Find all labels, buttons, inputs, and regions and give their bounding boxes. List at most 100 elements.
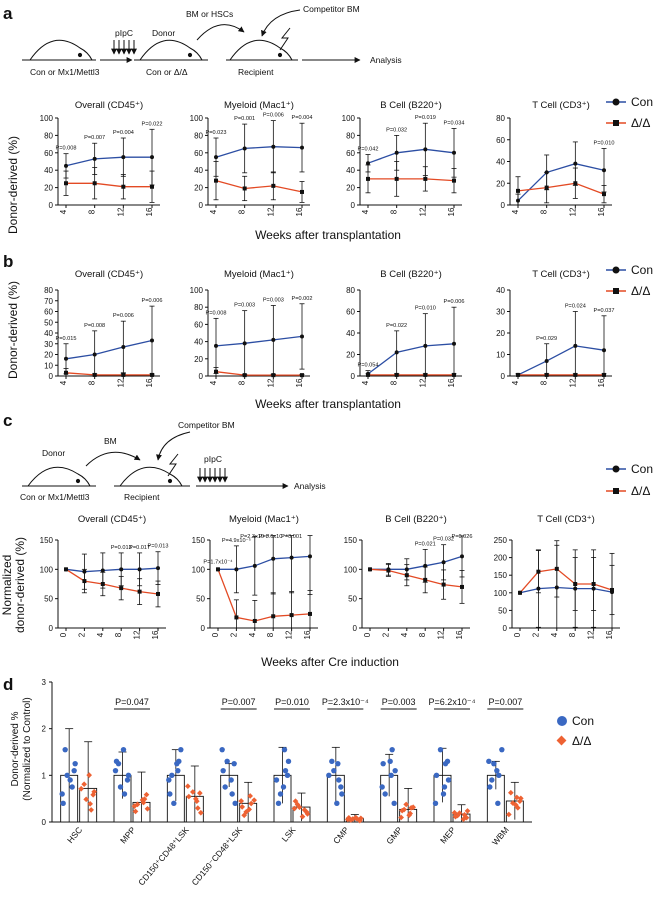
data-point-con bbox=[156, 566, 160, 571]
y-tick-label: 100 bbox=[344, 565, 358, 574]
data-point-dd bbox=[366, 176, 370, 181]
category-label: LSK bbox=[280, 825, 298, 844]
x-tick-label: 16 bbox=[447, 207, 456, 216]
chart-b-3: B Cell (B220⁺) 0 20 40 60 80 4 8 12 16 P=0.054 P=0.… bbox=[346, 269, 464, 387]
p-value: P=0.001 bbox=[234, 116, 255, 122]
data-point-dd bbox=[289, 613, 294, 618]
lightning-icon-c bbox=[167, 453, 179, 477]
y-tick-label: 80 bbox=[194, 131, 203, 140]
y-tick-label: 150 bbox=[192, 536, 206, 545]
y-tick-label: 0 bbox=[49, 624, 54, 633]
p-value: P=0.029 bbox=[536, 336, 557, 342]
p-value: P=0.004 bbox=[113, 130, 134, 136]
p-value: P=0.034 bbox=[444, 120, 465, 126]
x-tick-label: 2 bbox=[229, 632, 238, 637]
replicate-dot-dd bbox=[454, 812, 461, 819]
data-point-dd bbox=[573, 582, 578, 586]
x-tick-label: 16 bbox=[145, 207, 154, 216]
lightning-icon bbox=[279, 27, 291, 51]
x-tick-label: 8 bbox=[418, 632, 427, 637]
y-tick-label: 150 bbox=[40, 536, 54, 545]
series-line-con bbox=[519, 586, 613, 594]
x-tick-label: 0 bbox=[59, 632, 68, 637]
y-tick-label: 80 bbox=[194, 303, 203, 312]
data-point-con bbox=[394, 150, 399, 155]
data-point-dd bbox=[518, 590, 522, 595]
replicate-dot-con bbox=[59, 791, 65, 797]
p-value: P=0.003 bbox=[382, 697, 416, 707]
legend-a-dd: Δ/Δ bbox=[631, 116, 650, 130]
replicate-dot-con bbox=[62, 746, 68, 753]
x-tick-label: 12 bbox=[116, 207, 125, 216]
pipc-arrows-c bbox=[197, 468, 228, 483]
y-tick-label: 80 bbox=[346, 286, 355, 295]
series-line-con bbox=[218, 555, 311, 570]
replicate-dot-con bbox=[496, 772, 502, 779]
replicate-dot-dd bbox=[299, 813, 306, 820]
replicate-dot-con bbox=[175, 767, 181, 774]
y-tick-label: 30 bbox=[496, 308, 505, 317]
x-tick-label: 12 bbox=[266, 207, 275, 216]
y-tick-label: 10 bbox=[44, 361, 53, 370]
y-tick-label: 40 bbox=[44, 166, 53, 175]
p-value: P=0.015 bbox=[56, 336, 77, 342]
replicate-dot-dd bbox=[185, 783, 191, 790]
data-point-con bbox=[234, 567, 239, 572]
y-tick-label: 40 bbox=[496, 158, 505, 167]
replicate-dot-con bbox=[169, 772, 175, 779]
replicate-dot-con bbox=[220, 767, 226, 774]
replicate-dot-dd bbox=[514, 794, 520, 801]
replicate-dot-dd bbox=[294, 801, 301, 808]
replicate-dot-dd bbox=[86, 772, 92, 778]
data-point-con bbox=[121, 344, 126, 349]
p-value: P=0.008 bbox=[84, 323, 105, 329]
chart-a-4: T Cell (CD3⁺) 0 20 40 60 80 4 8 12 16 P=0.010 bbox=[496, 100, 614, 216]
replicate-dot-dd bbox=[246, 806, 252, 813]
data-point-dd bbox=[100, 582, 105, 586]
p-value: P=0.013 bbox=[111, 545, 132, 551]
y-tick-label: 0 bbox=[501, 201, 506, 210]
chart-b-4: T Cell (CD3⁺) 0 10 20 30 40 4 8 12 16 P=0.029 P=0.0… bbox=[496, 269, 614, 387]
p-value: P=0.007 bbox=[222, 697, 256, 707]
ylabel-c-2: donor-derived (%) bbox=[13, 537, 27, 633]
data-point-con bbox=[100, 568, 105, 573]
y-tick-label: 40 bbox=[194, 166, 203, 175]
replicate-dot-con bbox=[391, 800, 397, 807]
replicate-dot-con bbox=[117, 784, 124, 790]
replicate-dot-con bbox=[334, 800, 340, 807]
replicate-dot-dd bbox=[144, 805, 151, 812]
mouse-eye-2 bbox=[187, 52, 193, 58]
replicate-dot-dd bbox=[198, 809, 204, 816]
replicate-dot-con bbox=[219, 746, 225, 753]
replicate-dot-con bbox=[67, 777, 73, 783]
p-value: P=0.006 bbox=[113, 313, 134, 319]
x-tick-label: 16 bbox=[151, 630, 160, 639]
x-tick-label: 0 bbox=[211, 632, 220, 637]
replicate-dot-dd bbox=[407, 810, 413, 817]
y-tick-label: 20 bbox=[346, 351, 355, 360]
p-value: P=0.022 bbox=[386, 323, 407, 329]
x-tick-label: 16 bbox=[447, 378, 456, 387]
y-tick-label: 40 bbox=[44, 329, 53, 338]
y-tick-label: 60 bbox=[44, 149, 53, 158]
series-line-dd bbox=[368, 178, 455, 182]
ylabel-c-1: Normalized bbox=[0, 555, 14, 616]
series-line-dd bbox=[369, 568, 463, 588]
y-tick-label: 20 bbox=[44, 184, 53, 193]
p-value: P=0.026 bbox=[452, 534, 473, 540]
legend-b-con-marker bbox=[612, 266, 620, 274]
series-line-dd bbox=[517, 182, 605, 195]
p-value: P=0.001 bbox=[281, 534, 302, 540]
p-value: P=0.003 bbox=[234, 303, 255, 309]
replicate-dot-con bbox=[487, 784, 493, 790]
data-point-con bbox=[119, 567, 124, 572]
data-point-dd bbox=[92, 372, 97, 377]
replicate-dot-dd bbox=[83, 796, 89, 803]
replicate-dot-con bbox=[166, 777, 172, 783]
p-value: P=0.019 bbox=[415, 115, 436, 121]
y-tick-label: 150 bbox=[344, 536, 358, 545]
replicate-dot-con bbox=[335, 760, 341, 767]
p-value: P=0.010 bbox=[275, 697, 309, 707]
x-tick-label: 12 bbox=[133, 630, 142, 639]
